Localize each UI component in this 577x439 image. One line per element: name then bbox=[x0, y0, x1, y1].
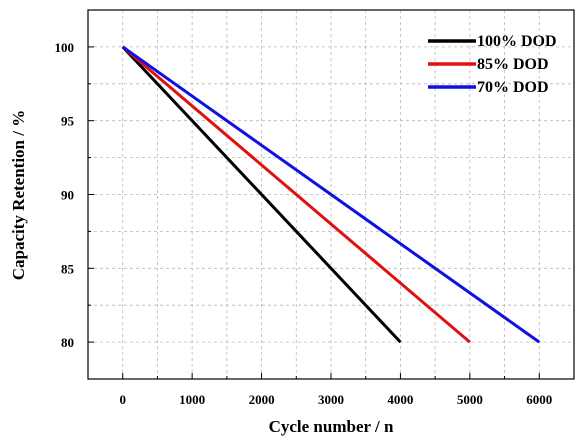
x-axis-title: Cycle number / n bbox=[269, 417, 394, 436]
x-tick-label: 6000 bbox=[526, 392, 552, 407]
y-tick-label: 85 bbox=[61, 261, 75, 276]
x-tick-label: 0 bbox=[119, 392, 126, 407]
x-tick-label: 3000 bbox=[318, 392, 344, 407]
legend-label: 85% DOD bbox=[477, 56, 549, 73]
series-line bbox=[121, 45, 541, 344]
x-tick-label: 5000 bbox=[457, 392, 483, 407]
y-tick-label: 95 bbox=[61, 114, 75, 129]
y-tick-label: 100 bbox=[55, 40, 75, 55]
series-line bbox=[121, 45, 471, 344]
legend-label: 100% DOD bbox=[477, 33, 557, 50]
x-tick-label: 4000 bbox=[387, 392, 413, 407]
y-tick-label: 90 bbox=[61, 188, 74, 203]
legend-label: 70% DOD bbox=[477, 79, 549, 96]
y-axis-title: Capacity Retention / % bbox=[9, 110, 28, 280]
x-tick-label: 1000 bbox=[179, 392, 205, 407]
grid-lines bbox=[88, 10, 574, 379]
legend: 100% DOD 85% DOD 70% DOD bbox=[428, 33, 557, 96]
axis-ticks: 0 1000 2000 3000 4000 5000 6000 80 85 90 95 100 bbox=[55, 40, 553, 407]
x-tick-label: 2000 bbox=[249, 392, 275, 407]
y-tick-label: 80 bbox=[61, 335, 74, 350]
series-line bbox=[121, 45, 402, 344]
data-series bbox=[121, 45, 541, 344]
